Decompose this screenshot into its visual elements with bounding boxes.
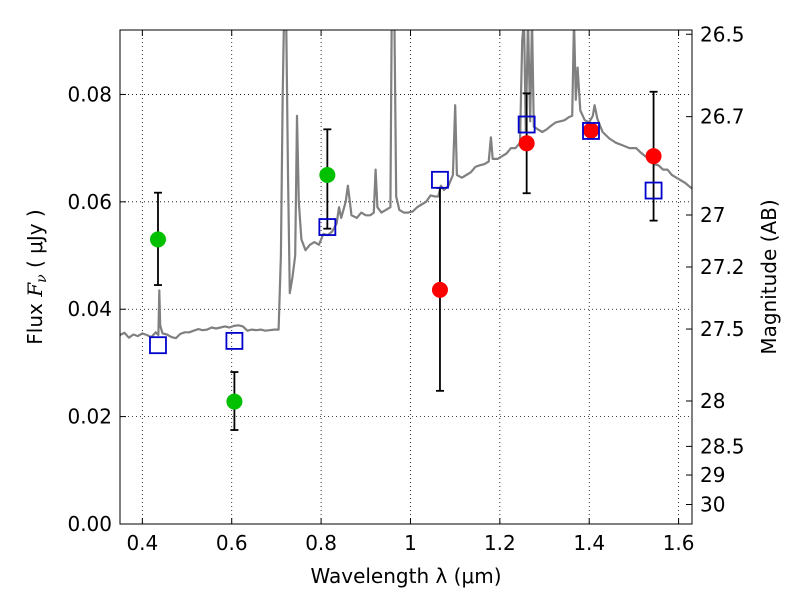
measured-optical-point — [319, 166, 336, 183]
y-axis-label-subscript: ν — [34, 274, 50, 283]
tick-layer: 0.4 0.6 0.8 1 1.2 1.4 1.6 0.00 0.02 0.04 0.06 0.08 2… — [67, 22, 744, 555]
marker-layer — [149, 115, 663, 410]
x-axis-label: Wavelength λ (μm) — [310, 564, 501, 588]
y-tick-label: 0.02 — [67, 405, 112, 429]
x-tick-label: 1.4 — [573, 531, 605, 555]
y-tick-label: 0.00 — [67, 512, 112, 536]
measured-optical-point — [149, 231, 166, 248]
y2-tick-label: 28 — [700, 389, 725, 413]
measured-optical-point — [226, 393, 243, 410]
measured-nir-point — [431, 281, 448, 298]
y2-tick-label: 26.5 — [700, 22, 745, 46]
x-tick-label: 0.4 — [126, 531, 158, 555]
plot-frame — [119, 29, 693, 525]
y-tick-label: 0.04 — [67, 297, 112, 321]
model-synthetic-point — [431, 170, 449, 189]
y2-tick-label: 30 — [700, 493, 725, 517]
x-tick-label: 1.6 — [663, 531, 695, 555]
model-synthetic-point — [318, 218, 337, 236]
y-axis-label: Flux Fν ( μJy ) — [23, 209, 50, 344]
y-axis-label-pre: Flux — [23, 297, 47, 345]
x-tick-label: 0.8 — [305, 531, 337, 555]
model-synthetic-point — [644, 181, 663, 200]
measured-nir-point — [645, 148, 662, 165]
y2-tick-label: 28.5 — [700, 434, 745, 458]
plot-background — [120, 30, 692, 524]
y-axis-label-post: ( μJy ) — [23, 209, 47, 274]
spectrum-layer — [120, 30, 692, 340]
spectrum-line — [120, 30, 692, 340]
y2-tick-label: 29 — [700, 463, 725, 487]
measured-nir-point — [518, 135, 535, 152]
y-axis-label-symbol: F — [23, 282, 47, 298]
y2-axis-label: Magnitude (AB) — [757, 199, 781, 354]
x-tick-label: 1 — [404, 531, 417, 555]
measured-nir-point — [583, 122, 600, 139]
y2-tick-label: 27.5 — [700, 317, 745, 341]
model-synthetic-point — [517, 115, 536, 134]
x-tick-label: 1.2 — [484, 531, 516, 555]
model-synthetic-point — [225, 331, 244, 350]
x-tick-label: 0.6 — [216, 531, 248, 555]
y2-tick-label: 27.2 — [700, 255, 745, 279]
y2-tick-label: 27 — [700, 203, 725, 227]
model-synthetic-point — [582, 122, 600, 140]
y-tick-label: 0.06 — [67, 190, 112, 214]
y2-tick-label: 26.7 — [700, 105, 745, 129]
model-synthetic-point — [149, 336, 167, 355]
y-tick-label: 0.08 — [67, 82, 112, 106]
